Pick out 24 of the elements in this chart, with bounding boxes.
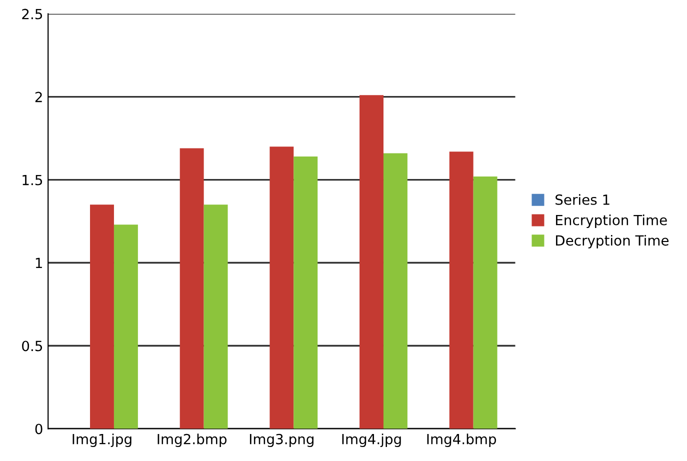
x-tick-label: Img2.bmp: [158, 434, 226, 448]
y-tick-label: 1.5: [22, 174, 42, 186]
bar: [473, 176, 498, 429]
bar: [114, 224, 138, 429]
legend-label: Encryption Time: [556, 214, 667, 228]
bar: [294, 156, 318, 429]
bar: [449, 152, 474, 429]
y-tick-label: 2: [35, 92, 42, 102]
legend-label: Series 1: [556, 194, 610, 205]
x-tick-label: Img1.jpg: [72, 434, 132, 448]
x-tick-label: Img4.bmp: [427, 434, 496, 448]
y-tick-label: 2.5: [22, 8, 42, 20]
bar: [270, 146, 294, 429]
bar: [383, 153, 408, 429]
y-tick-label: 1: [36, 258, 42, 268]
y-tick-label: 0: [35, 424, 42, 434]
bar: [90, 204, 114, 429]
y-tick-label: 0.5: [22, 340, 42, 352]
bar: [204, 204, 228, 429]
bar: [180, 148, 204, 429]
legend-label: Decryption Time: [556, 234, 669, 248]
x-tick-label: Img3.png: [250, 434, 314, 448]
bar: [360, 95, 384, 429]
x-tick-label: Img4.jpg: [342, 434, 401, 448]
